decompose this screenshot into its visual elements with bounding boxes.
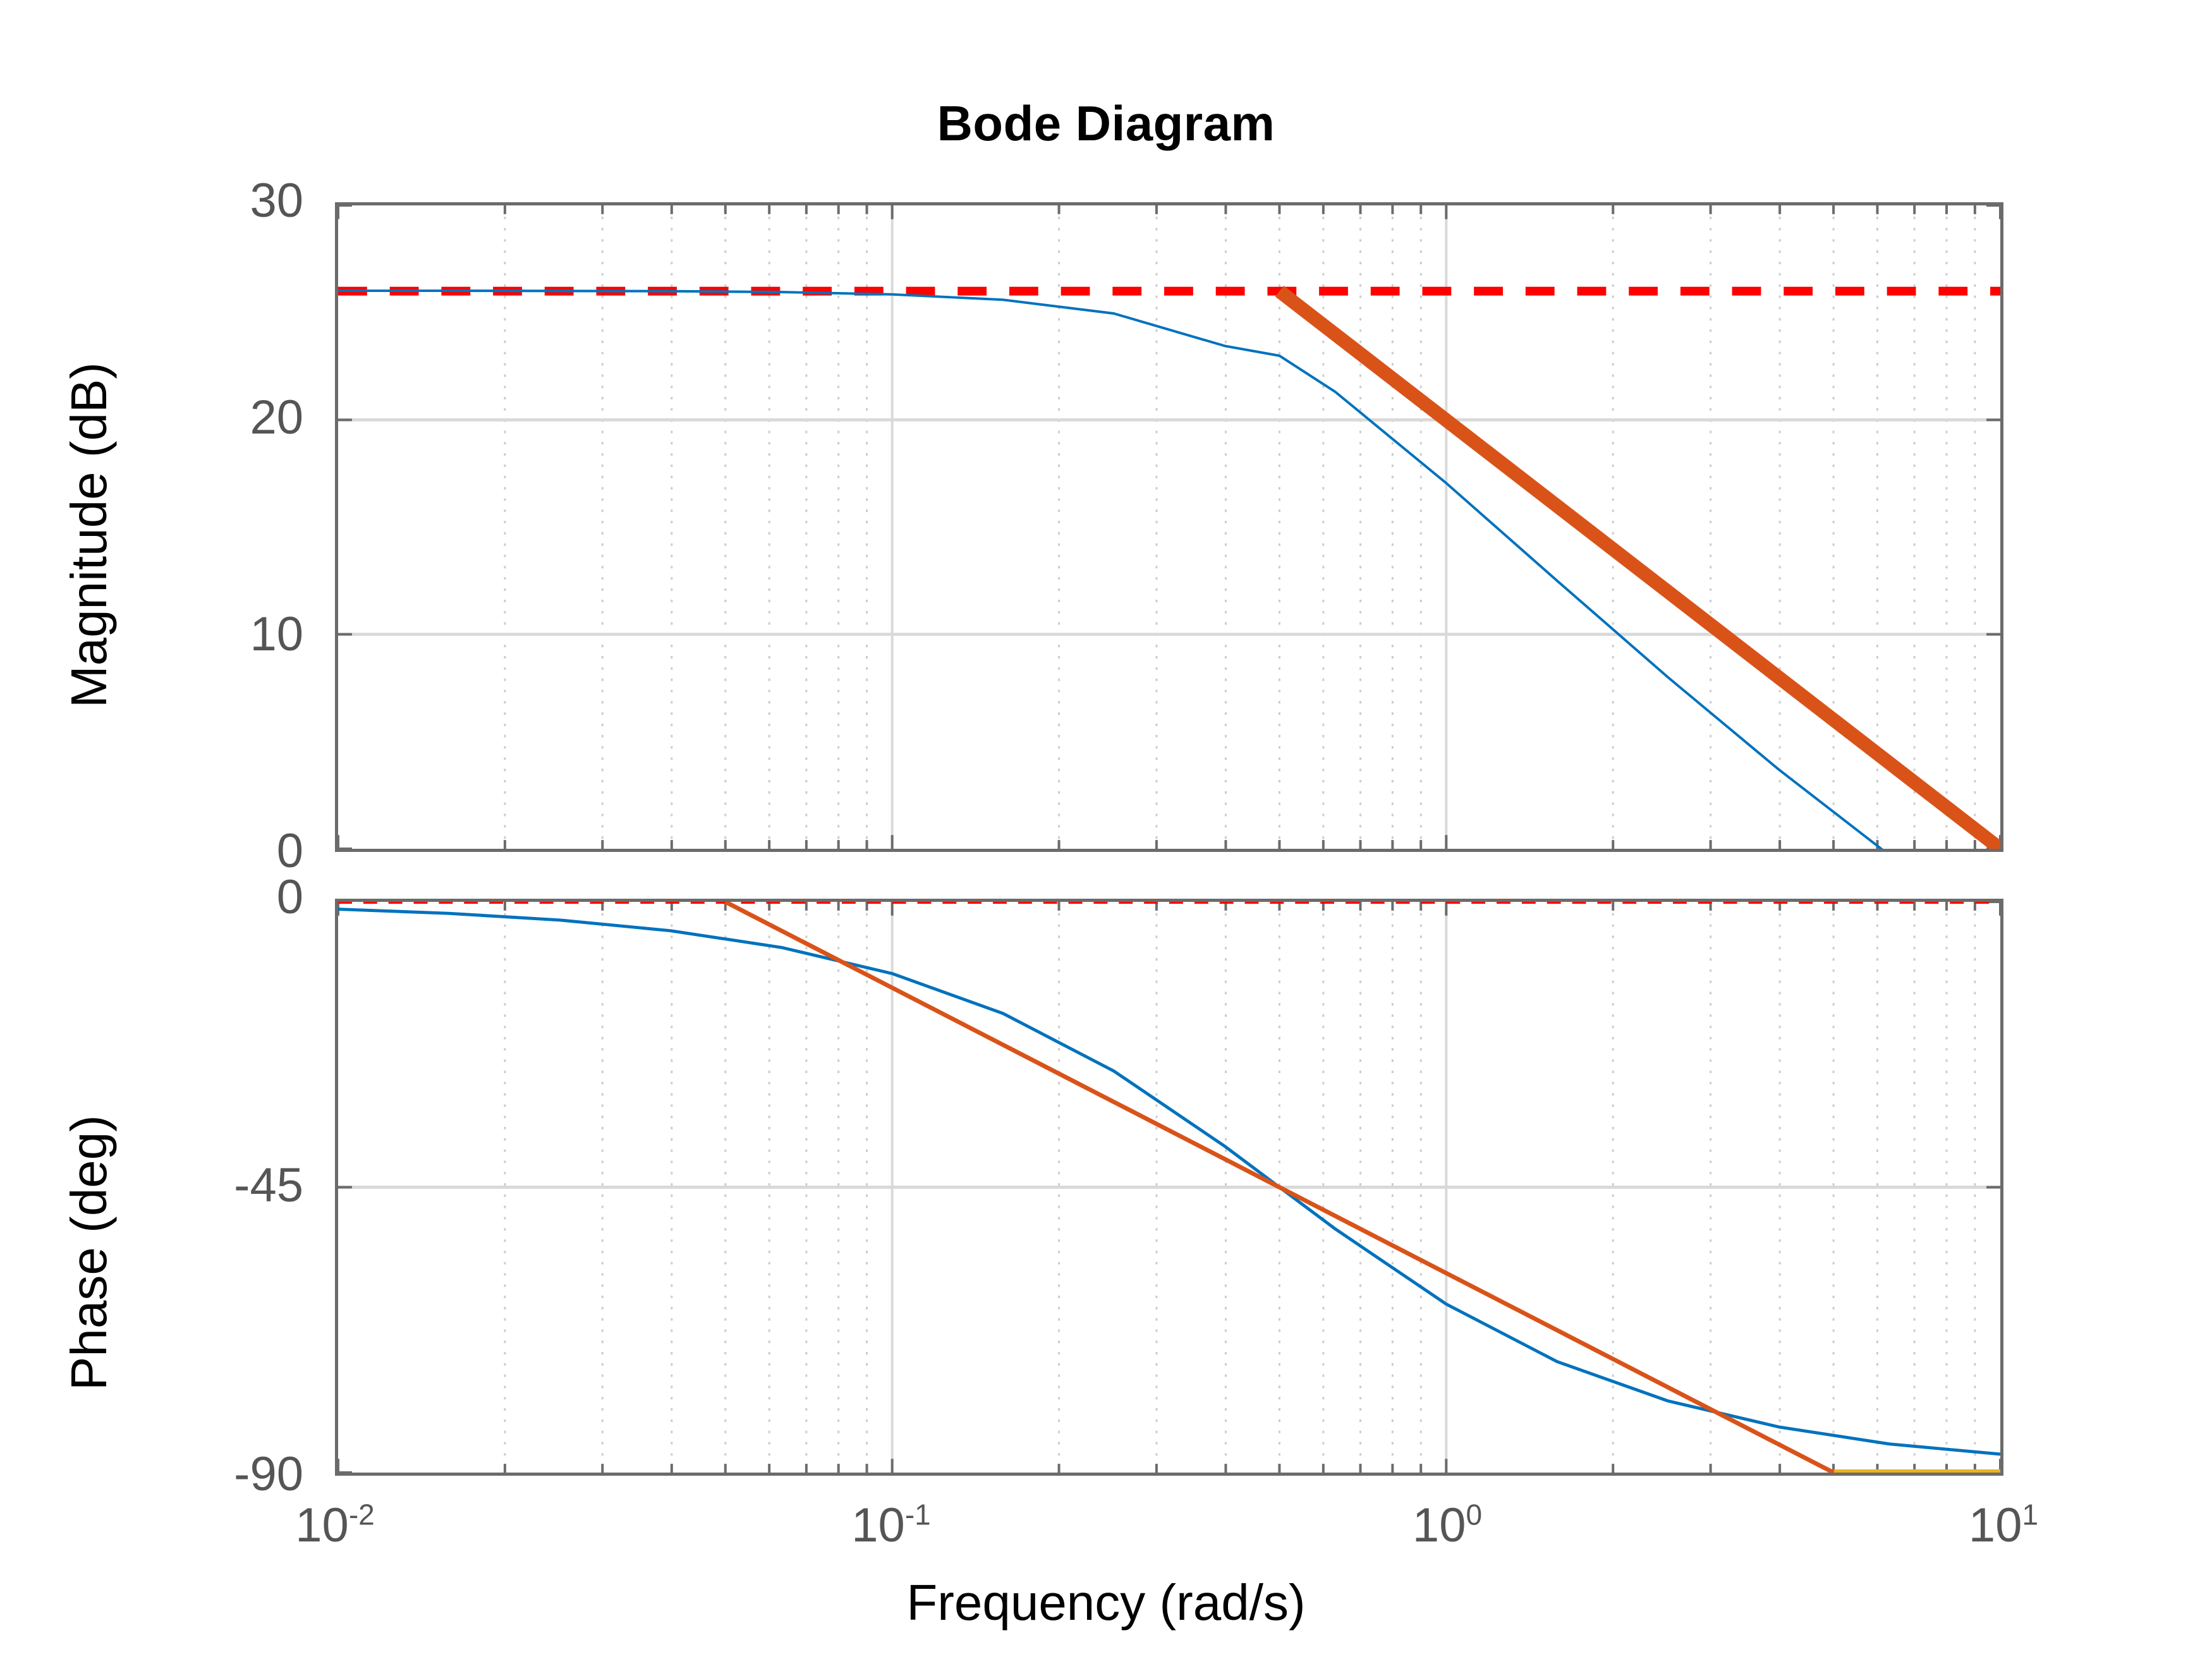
xtick-1e1: 101 — [1968, 1498, 2039, 1552]
magnitude-plot-panel — [335, 202, 2003, 852]
phase-axis-label: Phase (deg) — [61, 1115, 117, 1390]
series-high-frequency-20-db-dec-asymptote — [1275, 286, 2000, 849]
series-phase-transition-asymptote — [724, 902, 1835, 1473]
xtick-1e-2: 10-2 — [295, 1498, 375, 1552]
chart-title: Bode Diagram — [937, 95, 1275, 151]
magnitude-plot-canvas — [337, 204, 2002, 850]
xtick-1e0: 100 — [1412, 1498, 1483, 1552]
magnitude-ytick-0: 0 — [276, 824, 303, 878]
phase-ytick-0: 0 — [276, 870, 303, 924]
phase-plot-canvas — [337, 901, 2002, 1474]
magnitude-ytick-30: 30 — [250, 174, 303, 228]
magnitude-axis-label: Magnitude (dB) — [61, 362, 117, 708]
series-magnitude-response — [338, 289, 1883, 849]
phase-plot-panel — [335, 899, 2003, 1476]
magnitude-ytick-20: 20 — [250, 391, 303, 444]
xtick-1e-1: 10-1 — [851, 1498, 931, 1552]
phase-ytick-minus45: -45 — [234, 1158, 303, 1212]
magnitude-ytick-10: 10 — [250, 607, 303, 661]
frequency-axis-label: Frequency (rad/s) — [906, 1574, 1306, 1631]
series-phase-response — [338, 908, 2000, 1456]
phase-ytick-minus90: -90 — [234, 1447, 303, 1501]
